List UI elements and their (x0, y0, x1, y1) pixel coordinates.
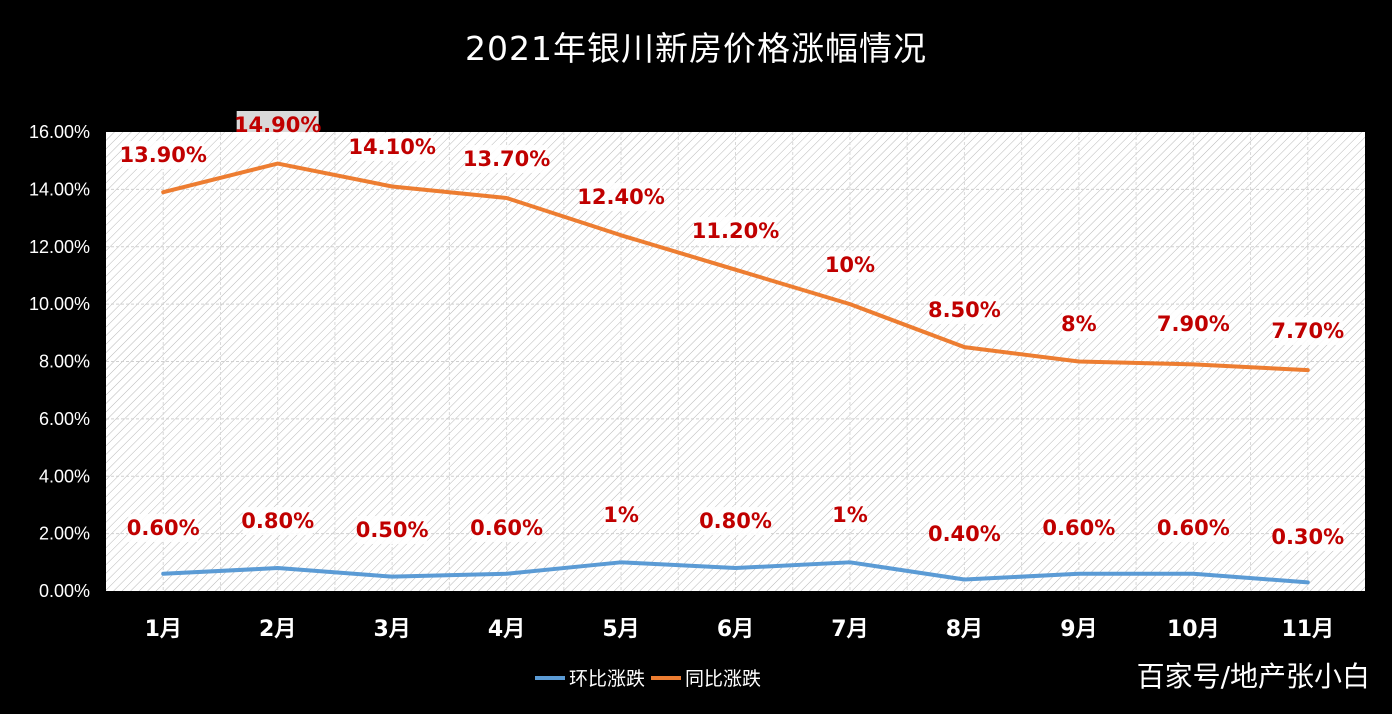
y-tick-label: 2.00% (39, 524, 90, 544)
x-tick-label: 4月 (488, 617, 525, 642)
data-label-mom: 0.60% (1157, 516, 1230, 540)
legend: 环比涨跌 同比涨跌 (535, 664, 761, 691)
x-tick-label: 8月 (946, 617, 983, 642)
watermark: 百家号/地产张小白 (1136, 660, 1370, 693)
chart-title: 2021年银川新房价格涨幅情况 (465, 29, 927, 68)
x-tick-label: 9月 (1060, 617, 1097, 642)
y-tick-label: 16.00% (29, 122, 90, 142)
data-label-mom: 0.40% (928, 522, 1001, 546)
x-tick-label: 1月 (145, 617, 182, 642)
legend-item-mom: 环比涨跌 (535, 664, 645, 691)
data-label-yoy: 8% (1061, 312, 1097, 336)
y-tick-label: 14.00% (29, 179, 90, 199)
data-label-mom: 0.80% (699, 509, 772, 533)
data-label-yoy: 10% (825, 253, 875, 277)
y-axis: 0.00% 2.00% 4.00% 6.00% 8.00% 10.00% 12.00% 14.… (29, 122, 90, 601)
legend-swatch-blue (535, 675, 565, 680)
data-label-mom: 0.60% (470, 516, 543, 540)
x-tick-label: 5月 (602, 617, 639, 642)
y-tick-label: 4.00% (39, 466, 90, 486)
data-label-yoy: 8.50% (928, 298, 1001, 322)
data-label-yoy: 11.20% (692, 219, 779, 243)
legend-swatch-orange (651, 675, 682, 680)
data-label-yoy: 13.70% (463, 147, 550, 171)
gridlines (106, 132, 1365, 591)
data-label-mom: 1% (603, 503, 639, 527)
data-label-yoy: 7.90% (1157, 312, 1230, 336)
x-tick-label: 3月 (373, 617, 410, 642)
legend-label-mom: 环比涨跌 (569, 668, 646, 690)
x-axis: 1月 2月 3月 4月 5月 6月 7月 8月 9月 10月 11月 (145, 617, 1335, 642)
series-lines (161, 161, 1310, 585)
data-label-yoy: 14.90% (234, 113, 321, 137)
x-tick-label: 11月 (1281, 617, 1334, 642)
data-label-yoy: 14.10% (348, 135, 435, 159)
series-line-mom (161, 560, 1310, 585)
data-label-mom: 1% (832, 503, 868, 527)
data-labels: 0.60% 0.80% 0.50% 0.60% 1% 0.80% 1% 0.40% 0.60% 0… (119, 111, 1344, 551)
data-label-mom: 0.60% (127, 516, 200, 540)
series-line-yoy (161, 161, 1310, 373)
y-tick-label: 0.00% (39, 581, 90, 601)
data-label-yoy: 12.40% (577, 185, 664, 209)
data-label-mom: 0.50% (356, 518, 429, 542)
data-label-mom: 0.30% (1271, 525, 1344, 549)
data-label-yoy: 13.90% (119, 143, 206, 167)
data-label-yoy: 7.70% (1271, 319, 1344, 343)
data-label-mom: 0.60% (1042, 516, 1115, 540)
y-tick-label: 12.00% (29, 237, 90, 257)
y-tick-label: 6.00% (39, 409, 90, 429)
y-tick-label: 10.00% (29, 294, 90, 314)
data-label-mom: 0.80% (241, 509, 314, 533)
x-tick-label: 7月 (831, 617, 868, 642)
legend-label-yoy: 同比涨跌 (685, 668, 762, 690)
legend-item-yoy: 同比涨跌 (651, 664, 761, 691)
x-tick-label: 6月 (717, 617, 754, 642)
x-tick-label: 10月 (1167, 617, 1220, 642)
y-tick-label: 8.00% (39, 352, 90, 372)
x-tick-label: 2月 (259, 617, 296, 642)
